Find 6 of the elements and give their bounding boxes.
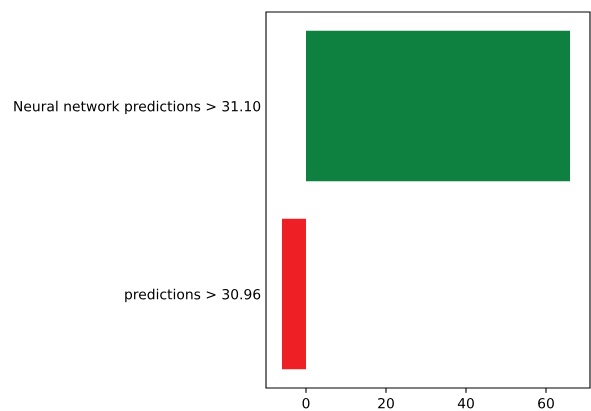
y-tick-label: Neural network predictions > 31.10 [14,100,260,114]
x-tick-label: 20 [378,398,394,408]
x-tick-label: 40 [458,398,474,408]
y-tick-label: predictions > 30.96 [125,288,260,302]
x-tick-label: 0 [302,398,310,408]
x-tick-label: 60 [538,398,554,408]
